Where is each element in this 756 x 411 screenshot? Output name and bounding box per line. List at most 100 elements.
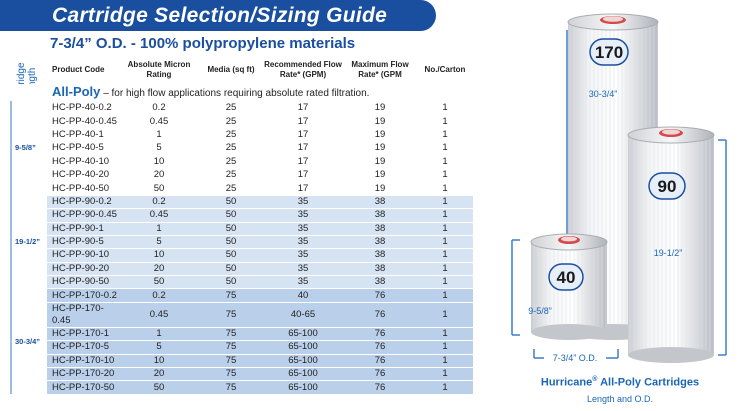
per-carton-cell: 1 (417, 141, 473, 156)
media-sqft-cell: 75 (199, 288, 263, 303)
media-sqft-cell: 75 (199, 301, 263, 328)
micron-rating-cell: 20 (119, 167, 199, 182)
product-code-cell: HC-PP-170-0.45 (47, 301, 119, 328)
max-flow-cell: 76 (343, 340, 417, 355)
table-row: HC-PP-40-50 50 25 17 19 1 (11, 181, 473, 196)
micron-rating-cell: 0.45 (119, 208, 199, 223)
recommended-flow-cell: 17 (263, 167, 343, 182)
product-code-cell: HC-PP-40-50 (47, 181, 119, 196)
micron-rating-cell: 10 (119, 248, 199, 263)
page-title: Cartridge Selection/Sizing Guide (52, 4, 388, 27)
per-carton-cell: 1 (417, 100, 473, 115)
recommended-flow-cell: 65-100 (263, 367, 343, 381)
product-code-cell: HC-PP-90-10 (47, 248, 119, 263)
caption-rest: All-Poly Cartridges (597, 376, 700, 389)
recommended-flow-cell: 35 (263, 275, 343, 289)
per-carton-cell: 1 (417, 340, 473, 355)
header-spacer (11, 56, 47, 84)
max-flow-cell: 19 (343, 100, 417, 115)
table-row: HC-PP-90-1 1 50 35 38 1 (11, 221, 473, 236)
per-carton-cell: 1 (417, 181, 473, 196)
per-carton-cell: 1 (417, 234, 473, 249)
media-sqft-cell: 75 (199, 367, 263, 381)
micron-rating-cell: 1 (119, 221, 199, 236)
micron-rating-cell: 5 (119, 141, 199, 156)
product-code-cell: HC-PP-40-1 (47, 127, 119, 142)
recommended-flow-cell: 35 (263, 194, 343, 209)
table-row: HC-PP-170-0.45 0.45 75 40-65 76 1 (11, 301, 473, 328)
micron-rating-cell: 1 (119, 326, 199, 341)
max-flow-cell: 19 (343, 127, 417, 142)
figure-caption: Hurricane® All-Poly Cartridges (524, 376, 716, 389)
media-sqft-cell: 25 (199, 127, 263, 142)
micron-rating-cell: 0.45 (119, 114, 199, 129)
product-code-cell: HC-PP-90-1 (47, 221, 119, 236)
table-row: HC-PP-90-0.45 0.45 50 35 38 1 (11, 208, 473, 223)
max-flow-cell: 76 (343, 380, 417, 394)
col-header-product-code: Product Code (52, 65, 105, 74)
product-code-cell: HC-PP-90-0.45 (47, 208, 119, 223)
length-group-label: 30-3/4” (10, 288, 47, 394)
table-row: HC-PP-40-5 5 25 17 19 1 (11, 141, 473, 156)
media-sqft-cell: 50 (199, 275, 263, 289)
col-header-recommended-flow: Recommended Flow Rate* (GPM) (264, 60, 342, 79)
per-carton-cell: 1 (417, 167, 473, 182)
micron-rating-cell: 5 (119, 234, 199, 249)
max-flow-cell: 19 (343, 114, 417, 129)
length-170: 30-3/4” (589, 89, 618, 99)
table-row: HC-PP-40-10 10 25 17 19 1 (11, 154, 473, 169)
table-row: HC-PP-40-1 1 25 17 19 1 (11, 127, 473, 142)
all-poly-label: All-Poly (52, 83, 101, 99)
product-code-cell: HC-PP-170-0.2 (47, 288, 119, 303)
micron-rating-cell: 10 (119, 353, 199, 368)
per-carton-cell: 1 (417, 288, 473, 303)
micron-rating-cell: 10 (119, 154, 199, 169)
col-header-carton: No./Carton (424, 65, 466, 74)
per-carton-cell: 1 (417, 380, 473, 394)
recommended-flow-cell: 65-100 (263, 380, 343, 394)
recommended-flow-cell: 35 (263, 261, 343, 276)
product-code-cell: HC-PP-90-50 (47, 275, 119, 289)
product-code-cell: HC-PP-170-20 (47, 367, 119, 381)
badge-90: 90 (658, 177, 677, 196)
media-sqft-cell: 50 (199, 261, 263, 276)
media-sqft-cell: 50 (199, 208, 263, 223)
recommended-flow-cell: 17 (263, 181, 343, 196)
table-row: 30-3/4” HC-PP-170-0.2 0.2 75 40 76 1 (10, 288, 473, 394)
recommended-flow-cell: 65-100 (263, 353, 343, 368)
recommended-flow-cell: 65-100 (263, 326, 343, 341)
micron-rating-cell: 50 (119, 275, 199, 289)
media-sqft-cell: 25 (199, 100, 263, 115)
recommended-flow-cell: 40-65 (263, 301, 343, 328)
recommended-flow-cell: 35 (263, 234, 343, 249)
recommended-flow-cell: 17 (263, 114, 343, 129)
badge-40: 40 (557, 268, 576, 287)
recommended-flow-cell: 17 (263, 154, 343, 169)
micron-rating-cell: 20 (119, 261, 199, 276)
max-flow-cell: 19 (343, 154, 417, 169)
per-carton-cell: 1 (417, 248, 473, 263)
table-row: HC-PP-170-50 50 75 65-100 76 1 (11, 380, 473, 394)
per-carton-cell: 1 (417, 154, 473, 169)
product-code-cell: HC-PP-90-5 (47, 234, 119, 249)
table-row: HC-PP-40-20 20 25 17 19 1 (11, 167, 473, 182)
product-code-cell: HC-PP-90-0.2 (47, 194, 119, 209)
length-90: 19-1/2” (654, 248, 683, 258)
cartridge-figure: 170 30-3/4” 90 19-1/2” 40 9-5/8” (511, 13, 727, 363)
per-carton-cell: 1 (417, 194, 473, 209)
micron-rating-cell: 5 (119, 340, 199, 355)
product-code-cell: HC-PP-170-1 (47, 326, 119, 341)
max-flow-cell: 19 (343, 167, 417, 182)
max-flow-cell: 76 (343, 301, 417, 328)
all-poly-description: – for high flow applications requiring a… (103, 87, 370, 99)
per-carton-cell: 1 (417, 261, 473, 276)
recommended-flow-cell: 35 (263, 208, 343, 223)
media-sqft-cell: 50 (199, 221, 263, 236)
max-flow-cell: 38 (343, 234, 417, 249)
cartridge-90: 90 19-1/2” (627, 126, 727, 363)
micron-rating-cell: 0.45 (119, 301, 199, 328)
product-code-cell: HC-PP-40-0.2 (47, 100, 119, 115)
micron-rating-cell: 1 (119, 127, 199, 142)
product-code-cell: HC-PP-170-50 (47, 380, 119, 394)
length-group-label: 9-5/8” (10, 101, 47, 196)
